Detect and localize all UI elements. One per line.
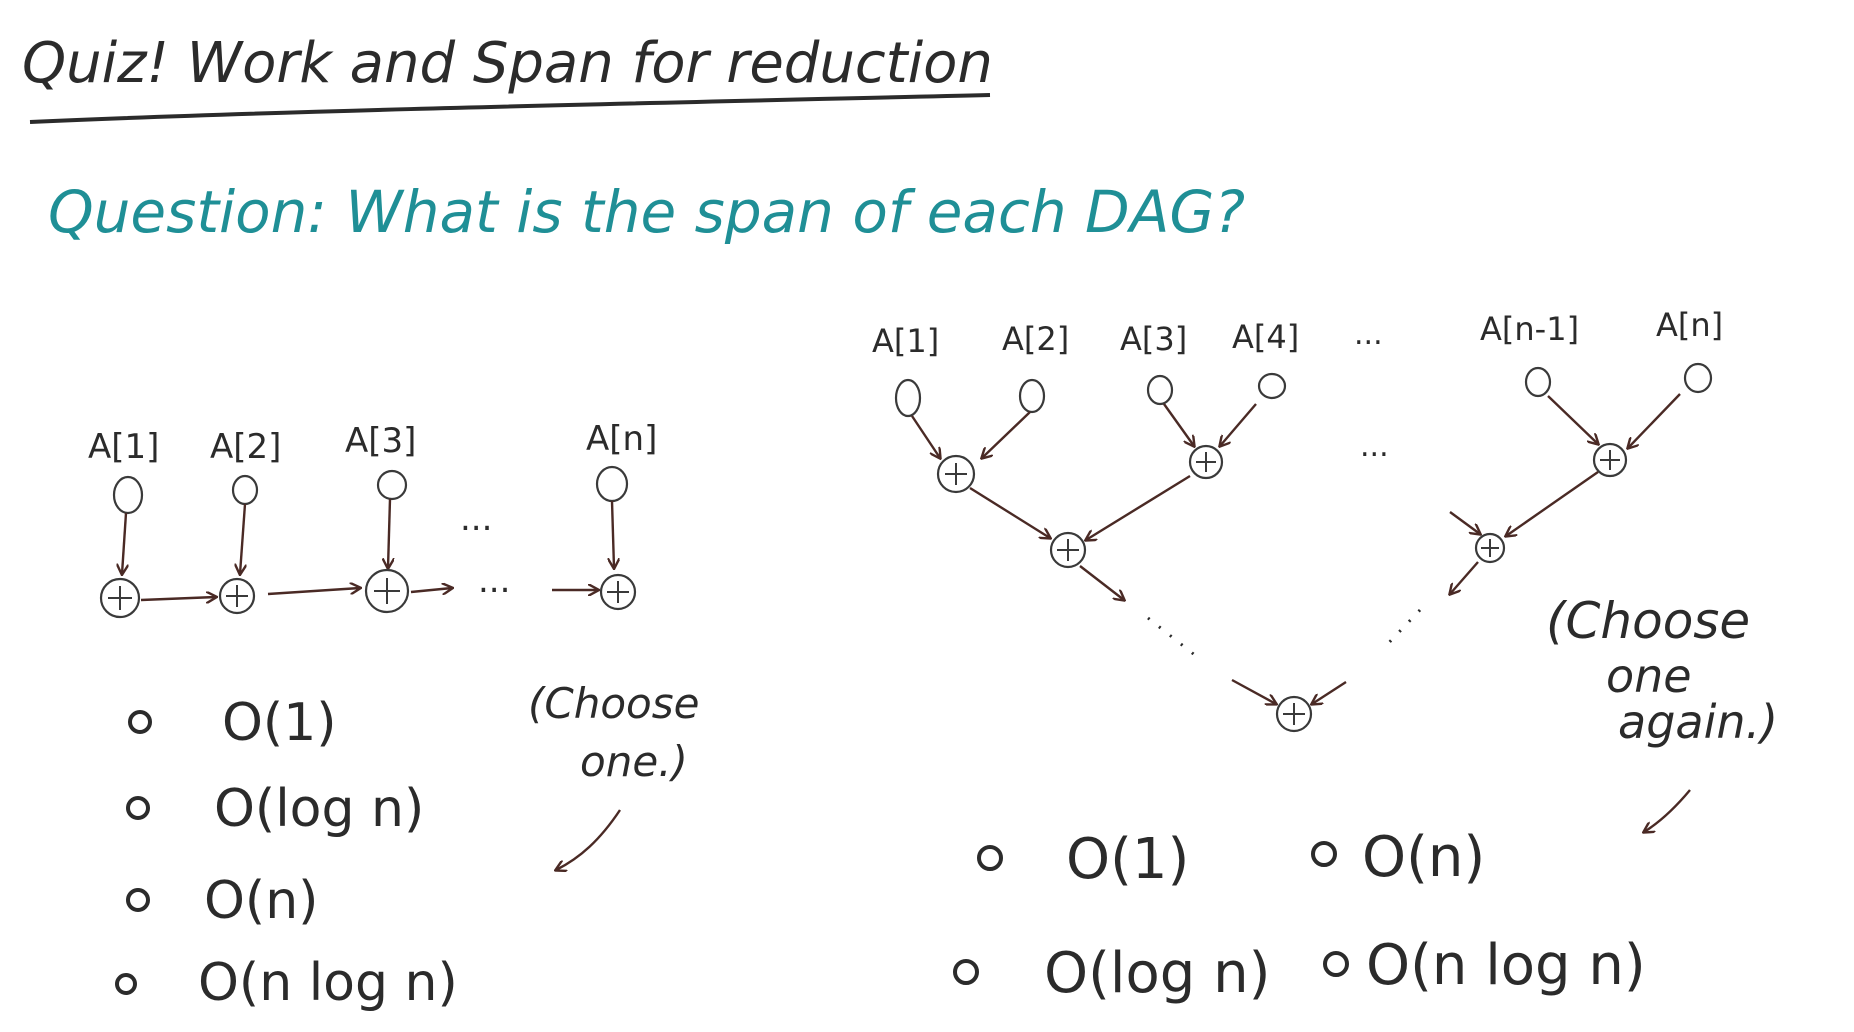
dag1-ellipsis: ... — [478, 561, 510, 601]
title-underline — [29, 93, 991, 124]
dag1-input-label: A[n] — [586, 419, 657, 459]
dag2-options[interactable]: O(1) O(n) O(log n) O(n log n) — [953, 825, 1646, 1006]
question-text: Question: What is the span of each DAG? — [48, 178, 1245, 246]
dag2-edge — [969, 486, 1050, 538]
dag2-edge — [1163, 403, 1194, 446]
dag2-edge — [911, 415, 940, 458]
dag1-hint-line: (Choose — [528, 679, 699, 728]
dag1-input-node — [376, 469, 408, 501]
dag2-input-label: A[4] — [1232, 318, 1299, 356]
dag2-plus-node — [1049, 531, 1087, 569]
dag1-diagram: A[1] A[2] A[3] A[n] — [88, 419, 657, 619]
dag2-hint-line: one — [1606, 649, 1692, 703]
dag2-plus-node — [1474, 532, 1506, 564]
dag2-input-node — [1146, 374, 1174, 406]
dag1-hint-line: one.) — [580, 737, 688, 786]
dag1-option-label[interactable]: O(n) — [204, 871, 318, 931]
dag2-dotted-path — [1147, 616, 1197, 658]
dag2-hint-arrow — [1644, 789, 1691, 832]
dag1-edge — [140, 597, 216, 600]
dag2-edge — [1220, 403, 1257, 446]
dag1-edge — [240, 503, 245, 574]
dag1-input-label: A[1] — [88, 427, 159, 467]
dag1-edge — [267, 588, 360, 596]
dag2-input-node — [1683, 362, 1713, 394]
dag2-input-node — [1524, 366, 1552, 398]
dag2-option-radio[interactable] — [1323, 951, 1349, 977]
dag1-plus-node — [364, 568, 410, 614]
dag1-input-label: A[3] — [345, 421, 416, 461]
dag2-input-label: A[1] — [872, 322, 939, 360]
dag2-option-label[interactable]: O(n) — [1362, 825, 1485, 890]
dag2-option-label[interactable]: O(log n) — [1044, 941, 1270, 1006]
dag1-option-label[interactable]: O(log n) — [214, 779, 424, 839]
dag2-edge — [1086, 474, 1191, 540]
dag2-hint-line: again.) — [1618, 695, 1778, 749]
dag1-options[interactable]: O(1) O(log n) O(n) O(n log n) — [115, 693, 458, 1013]
dag1-option-radio[interactable] — [115, 973, 137, 995]
dag2-input-node — [894, 378, 922, 418]
dag1-edge — [410, 588, 452, 592]
dag1-edge — [388, 498, 390, 568]
dag2-edge — [1312, 680, 1347, 704]
dag1-plus-node — [599, 573, 637, 611]
dag2-ellipsis: ... — [1360, 429, 1389, 464]
dag2-input-label: A[n-1] — [1480, 310, 1579, 348]
dag2-edge — [1079, 565, 1124, 600]
dag2-edge — [1231, 678, 1276, 704]
dag2-dotted-path — [1380, 608, 1422, 652]
dag1-option-radio[interactable] — [126, 888, 150, 912]
dag1-input-node — [231, 474, 259, 506]
dag1-option-radio[interactable] — [128, 710, 152, 734]
dag1-plus-node — [99, 577, 141, 619]
dag2-input-label: A[2] — [1002, 320, 1069, 358]
dag1-input-node — [112, 475, 144, 515]
dag2-option-label[interactable]: O(1) — [1066, 827, 1189, 892]
dag2-hint-line: (Choose — [1546, 592, 1750, 650]
dag1-input-label: A[2] — [210, 427, 281, 467]
dag2-plus-node — [1188, 444, 1224, 480]
dag1-ellipsis: ... — [460, 499, 492, 539]
dag2-input-label: A[3] — [1120, 320, 1187, 358]
dag2-option-radio[interactable] — [953, 959, 979, 985]
dag1-hint-arrow — [556, 809, 621, 870]
dag2-edge — [1449, 511, 1480, 534]
dag1-option-label[interactable]: O(1) — [222, 693, 337, 753]
dag2-edge — [982, 411, 1031, 458]
dag2-input-node — [1018, 378, 1046, 414]
dag2-plus-node — [936, 454, 976, 494]
dag2-ellipsis: ... — [1354, 317, 1383, 352]
dag2-option-radio[interactable] — [977, 845, 1003, 871]
dag2-input-node — [1257, 372, 1287, 400]
quiz-title: Quiz! Work and Span for reduction — [22, 31, 993, 96]
dag2-edge — [1547, 395, 1598, 444]
dag2-edge — [1506, 471, 1599, 536]
dag2-diagram: A[1] A[2] A[3] A[4] ... A[n-1] A[n] — [872, 306, 1723, 733]
dag1-input-node — [595, 465, 629, 503]
dag1-option-radio[interactable] — [126, 796, 150, 820]
dag1-option-label[interactable]: O(n log n) — [198, 953, 458, 1013]
dag2-plus-node — [1592, 442, 1628, 478]
dag2-edge — [1628, 393, 1681, 448]
dag2-root-plus-node — [1275, 695, 1313, 733]
dag2-option-label[interactable]: O(n log n) — [1366, 933, 1646, 998]
dag2-edge — [1450, 561, 1479, 594]
dag2-input-label: A[n] — [1656, 306, 1723, 344]
dag1-edge — [612, 500, 614, 568]
dag1-plus-node — [218, 577, 256, 615]
dag1-edge — [122, 512, 126, 574]
dag2-option-radio[interactable] — [1311, 841, 1337, 867]
